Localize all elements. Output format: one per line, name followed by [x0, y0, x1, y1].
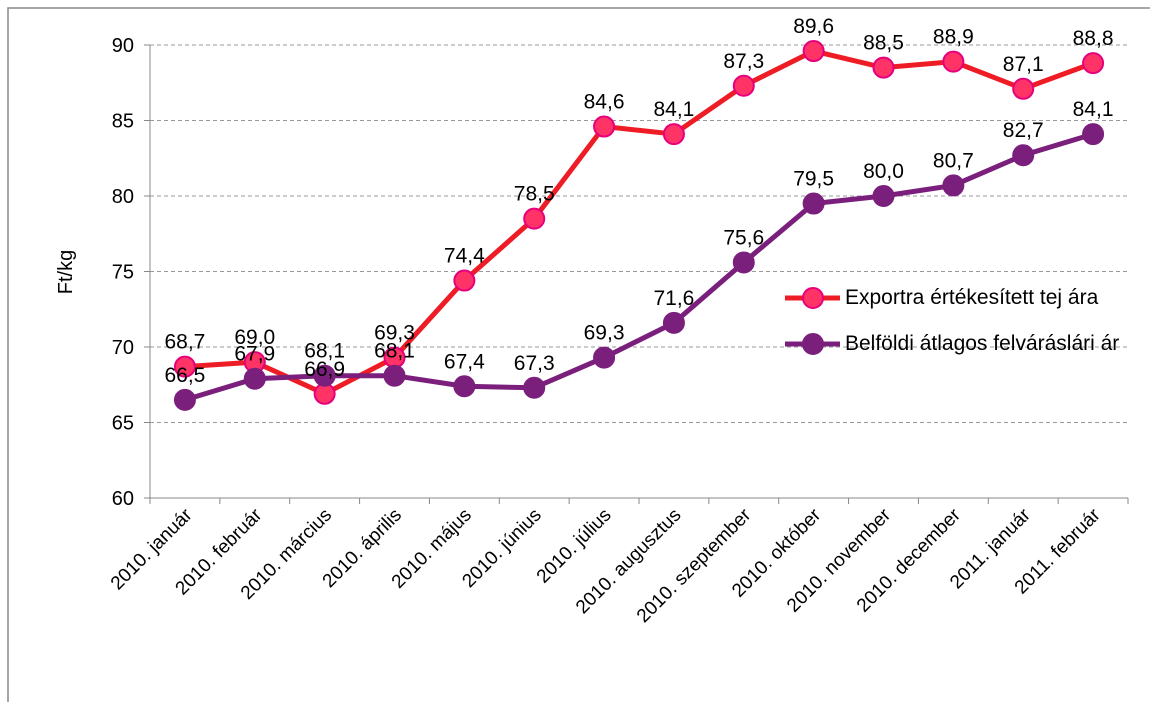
data-label: 67,4: [444, 350, 485, 373]
legend-swatch: [785, 287, 840, 309]
marker: [313, 364, 336, 387]
data-label: 68,7: [164, 331, 205, 354]
series-line: [184, 131, 1094, 403]
legend-swatch: [785, 333, 840, 355]
data-label: 68,1: [304, 340, 345, 363]
y-tick-label: 85: [112, 111, 134, 133]
marker: [802, 40, 825, 63]
legend-label: Exportra értékesített tej ára: [845, 286, 1099, 309]
marker: [173, 355, 196, 378]
marker: [453, 269, 476, 292]
y-tick-label: 90: [112, 35, 134, 57]
data-label: 88,9: [933, 26, 974, 49]
data-label: 80,7: [933, 149, 974, 172]
data-label: 69,3: [374, 322, 415, 345]
marker: [523, 376, 546, 399]
marker: [313, 382, 336, 405]
data-label: 69,3: [584, 322, 625, 345]
y-tick-label: 75: [112, 262, 134, 284]
y-tick-label: 65: [112, 413, 134, 435]
legend-marker: [802, 287, 824, 309]
data-label: 88,8: [1073, 27, 1114, 50]
y-tick-label: 80: [112, 186, 134, 208]
data-label: 88,5: [863, 32, 904, 55]
marker: [942, 174, 965, 197]
marker: [732, 251, 755, 274]
marker: [383, 364, 406, 387]
y-axis-label: Ft/kg: [55, 250, 77, 294]
data-label: 80,0: [863, 160, 904, 183]
legend: Exportra értékesített tej ára Belföldi át…: [785, 282, 1145, 374]
chart-frame: [7, 7, 1150, 702]
data-label: 71,6: [653, 287, 694, 310]
marker: [662, 123, 685, 146]
y-tick-label: 70: [112, 337, 134, 359]
marker: [593, 115, 616, 138]
data-label: 68,1: [374, 340, 415, 363]
data-label: 84,6: [584, 91, 625, 114]
data-label: 87,1: [1003, 53, 1044, 76]
data-label: 75,6: [723, 226, 764, 249]
legend-item: Belföldi átlagos felváráslári ár: [785, 328, 1145, 360]
series-line: [184, 48, 1094, 397]
legend-item: Exportra értékesített tej ára: [785, 282, 1145, 314]
data-label: 74,4: [444, 245, 485, 268]
marker: [1082, 52, 1105, 75]
marker: [243, 367, 266, 390]
marker: [662, 311, 685, 334]
data-label: 67,3: [514, 352, 555, 375]
marker: [523, 207, 546, 230]
marker: [1012, 144, 1035, 167]
data-label: 79,5: [793, 168, 834, 191]
legend-label: Belföldi átlagos felváráslári ár: [845, 332, 1120, 355]
data-label: 87,3: [723, 50, 764, 73]
marker: [872, 185, 895, 207]
legend-marker: [802, 333, 824, 355]
data-label: 89,6: [793, 15, 834, 38]
marker: [1012, 77, 1035, 100]
marker: [173, 388, 196, 411]
data-label: 66,5: [164, 364, 205, 387]
y-tick-label: 60: [112, 488, 134, 510]
data-label: 69,0: [234, 326, 275, 349]
data-label: 78,5: [514, 183, 555, 206]
marker: [942, 50, 965, 73]
marker: [1082, 123, 1105, 146]
marker: [872, 56, 895, 79]
marker: [732, 74, 755, 97]
data-label: 67,9: [234, 343, 275, 366]
marker: [802, 192, 825, 215]
data-label: 84,1: [653, 98, 694, 121]
data-label: 82,7: [1003, 119, 1044, 142]
marker: [593, 346, 616, 369]
data-label: 84,1: [1073, 98, 1114, 121]
data-label: 66,9: [304, 358, 345, 381]
marker: [453, 375, 476, 398]
